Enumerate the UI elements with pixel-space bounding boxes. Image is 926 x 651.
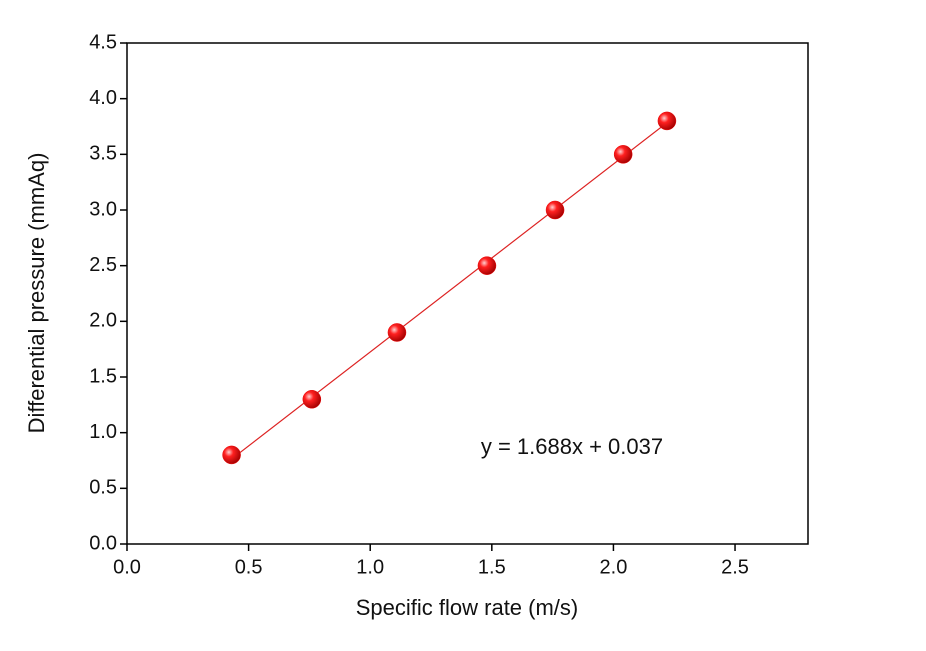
data-point	[477, 256, 497, 275]
data-point	[545, 200, 565, 220]
y-tick-label: 3.5	[89, 143, 117, 165]
x-tick-label: 1.0	[356, 556, 384, 578]
plot-frame	[126, 42, 809, 545]
y-tick-label: 0.5	[89, 477, 117, 499]
data-point	[613, 145, 633, 164]
fit-equation: y = 1.688x + 0.037	[481, 434, 663, 459]
x-tick-label: 2.5	[721, 556, 749, 578]
y-tick-label: 3.0	[89, 198, 117, 220]
y-tick-label: 2.5	[89, 254, 117, 276]
y-tick-label: 4.0	[89, 87, 117, 109]
data-point	[387, 323, 407, 342]
y-tick-label: 0.0	[89, 532, 117, 554]
x-tick-label: 1.5	[478, 556, 506, 578]
y-tick-label: 2.0	[89, 310, 117, 332]
y-tick-label: 1.0	[89, 421, 117, 443]
x-tick-label: 2.0	[600, 556, 628, 578]
data-point	[222, 445, 241, 465]
x-axis-label: Specific flow rate (m/s)	[356, 595, 579, 620]
y-tick-label: 4.5	[89, 31, 117, 53]
y-axis-label: Differential pressure (mmAq)	[24, 153, 49, 434]
y-tick-label: 1.5	[89, 365, 117, 387]
fit-line	[231, 122, 668, 460]
data-point	[657, 111, 677, 131]
x-tick-label: 0.0	[113, 556, 141, 578]
data-point	[302, 390, 322, 409]
x-tick-label: 0.5	[235, 556, 263, 578]
